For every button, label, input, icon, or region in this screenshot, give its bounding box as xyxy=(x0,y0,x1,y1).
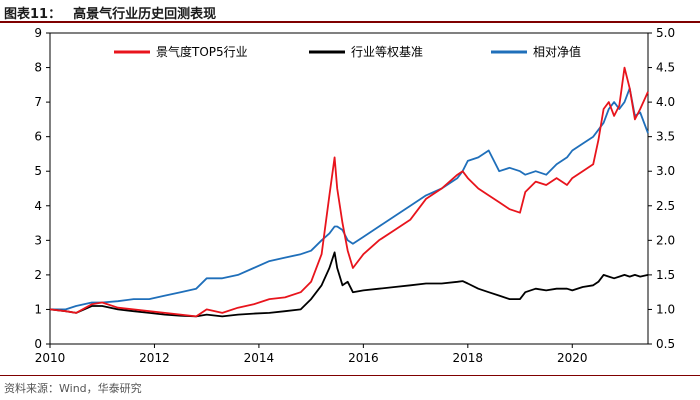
x-tick-label: 2012 xyxy=(139,351,170,365)
y-left-tick-label: 6 xyxy=(34,130,42,144)
y-right-tick-label: 0.5 xyxy=(656,337,675,351)
y-left-tick-label: 7 xyxy=(34,95,42,109)
y-left-tick-label: 9 xyxy=(34,26,42,40)
legend-label-2: 相对净值 xyxy=(533,44,581,59)
legend: 景气度TOP5行业 行业等权基准 相对净值 xyxy=(114,44,581,59)
series-group xyxy=(49,66,649,318)
source-note: 资料来源：Wind，华泰研究 xyxy=(4,382,142,395)
figure-title: 图表11： 高景气行业历史回测表现 xyxy=(4,3,216,22)
y-left-tick-label: 5 xyxy=(34,164,42,178)
y-right-tick-label: 2.5 xyxy=(656,199,675,213)
y-right-tick-label: 1.0 xyxy=(656,302,675,316)
y-right-tick-label: 5.0 xyxy=(656,26,675,40)
y-left-tick-label: 4 xyxy=(34,199,42,213)
series-line-2 xyxy=(50,87,649,311)
axes: 0 1 2 3 4 5 6 7 8 9 0.5 1.0 1.5 2.0 2.5 3.0 3.5 4.0 4.5 5.0… xyxy=(34,26,675,365)
y-left-tick-label: 2 xyxy=(34,268,42,282)
legend-label-0: 景气度TOP5行业 xyxy=(156,44,248,59)
x-tick-label: 2016 xyxy=(348,351,379,365)
x-tick-label: 2018 xyxy=(453,351,484,365)
x-tick-label: 2010 xyxy=(35,351,66,365)
title-rule xyxy=(0,21,700,23)
plot-frame xyxy=(49,32,649,345)
y-right-tick-label: 3.0 xyxy=(656,164,675,178)
series-line-0 xyxy=(49,66,649,318)
source-rule xyxy=(0,375,700,376)
y-right-tick-label: 1.5 xyxy=(656,268,675,282)
x-tick-label: 2020 xyxy=(557,351,588,365)
y-left-tick-label: 8 xyxy=(34,61,42,75)
y-right-tick-label: 4.0 xyxy=(656,95,675,109)
y-right-tick-label: 4.5 xyxy=(656,61,675,75)
y-right-tick-label: 2.0 xyxy=(656,233,675,247)
legend-label-1: 行业等权基准 xyxy=(351,45,423,59)
y-left-tick-label: 1 xyxy=(34,302,42,316)
x-tick-label: 2014 xyxy=(244,351,275,365)
series-line-1 xyxy=(49,251,649,318)
y-left-tick-label: 0 xyxy=(34,337,42,351)
y-right-tick-label: 3.5 xyxy=(656,130,675,144)
figure-label: 图表11： xyxy=(4,7,62,22)
figure-title-text: 高景气行业历史回测表现 xyxy=(73,7,217,22)
y-left-tick-label: 3 xyxy=(34,233,42,247)
